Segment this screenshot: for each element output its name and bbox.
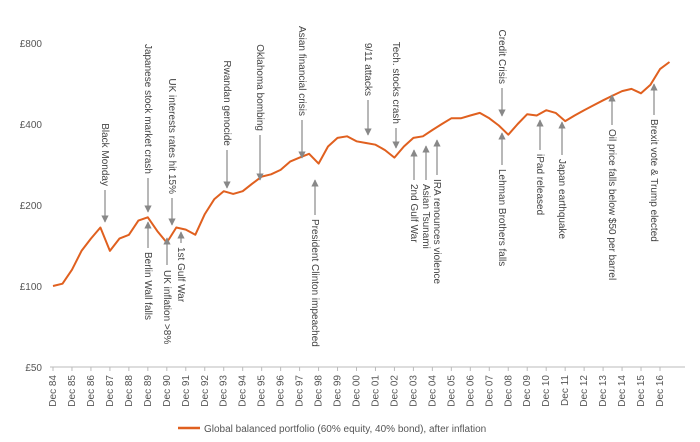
annotation: Credit Crisis xyxy=(496,30,507,84)
annotation: Oklahoma bombing xyxy=(254,44,265,131)
annotation: Rwandan genocide xyxy=(221,60,232,146)
x-tick-label: Dec 06 xyxy=(465,375,476,407)
annotation: President Clinton impeached xyxy=(309,219,320,347)
x-tick-label: Dec 01 xyxy=(370,375,381,407)
y-tick-label: £200 xyxy=(20,201,43,212)
x-tick-label: Dec 08 xyxy=(503,375,514,407)
x-tick-label: Dec 99 xyxy=(333,375,344,407)
x-tick-label: Dec 95 xyxy=(257,375,268,407)
x-tick-label: Dec 85 xyxy=(67,375,78,407)
x-tick-label: Dec 02 xyxy=(389,375,400,407)
y-tick-label: £400 xyxy=(20,120,43,131)
x-tick-label: Dec 93 xyxy=(219,375,230,407)
x-tick-label: Dec 03 xyxy=(408,375,419,407)
annotation: Brexit vote & Trump elected xyxy=(648,119,659,242)
annotation: 9/11 attacks xyxy=(362,43,373,96)
x-tick-label: Dec 12 xyxy=(579,375,590,407)
x-tick-label: Dec 00 xyxy=(352,375,363,407)
y-tick-label: £800 xyxy=(20,39,43,50)
annotation: IRA renounces violence xyxy=(431,179,442,285)
x-tick-label: Dec 96 xyxy=(276,375,287,407)
x-tick-label: Dec 16 xyxy=(655,375,666,407)
x-tick-label: Dec 86 xyxy=(86,375,97,407)
x-tick-label: Dec 98 xyxy=(314,375,325,407)
annotation: Black Monday xyxy=(99,123,110,186)
y-tick-label: £50 xyxy=(25,363,42,374)
series-line xyxy=(52,61,671,287)
annotation: Tech. stocks crash xyxy=(390,42,401,124)
x-tick-label: Dec 04 xyxy=(427,375,438,407)
x-tick-label: Dec 09 xyxy=(522,375,533,407)
x-tick-label: Dec 88 xyxy=(124,375,135,407)
annotation: iPad released xyxy=(534,154,545,215)
x-tick-label: Dec 05 xyxy=(446,375,457,407)
annotation: Asian Tsunami xyxy=(420,184,431,249)
annotation: UK interests rates hit 15% xyxy=(166,78,177,194)
annotation: 1st Gulf War xyxy=(175,247,186,303)
x-tick-label: Dec 84 xyxy=(48,375,59,407)
x-tick-label: Dec 13 xyxy=(598,375,609,407)
annotation: Oil price falls below $50 per barrel xyxy=(606,129,617,280)
x-tick-label: Dec 92 xyxy=(200,375,211,407)
x-tick-label: Dec 14 xyxy=(617,375,628,407)
x-tick-label: Dec 90 xyxy=(162,375,173,407)
annotation: Japanese stock market crash xyxy=(142,44,153,174)
y-tick-label: £100 xyxy=(20,282,43,293)
annotation: 2nd Gulf War xyxy=(408,184,419,243)
annotation: Japan earthquake xyxy=(556,159,567,240)
x-tick-label: Dec 07 xyxy=(484,375,495,407)
x-tick-label: Dec 11 xyxy=(560,375,571,406)
x-tick-label: Dec 97 xyxy=(295,375,306,407)
x-tick-label: Dec 94 xyxy=(238,375,249,407)
x-tick-label: Dec 89 xyxy=(143,375,154,407)
annotation: Berlin Wall falls xyxy=(142,252,153,320)
x-tick-label: Dec 10 xyxy=(541,375,552,407)
x-tick-label: Dec 91 xyxy=(181,375,192,407)
annotation: Lehman Brothers falls xyxy=(496,169,507,266)
x-tick-label: Dec 87 xyxy=(105,375,116,407)
annotation: Asian financial crisis xyxy=(296,26,307,116)
annotation: UK inflation >8% xyxy=(161,270,172,344)
legend-label: Global balanced portfolio (60% equity, 4… xyxy=(204,424,486,435)
x-tick-label: Dec 15 xyxy=(636,375,647,407)
